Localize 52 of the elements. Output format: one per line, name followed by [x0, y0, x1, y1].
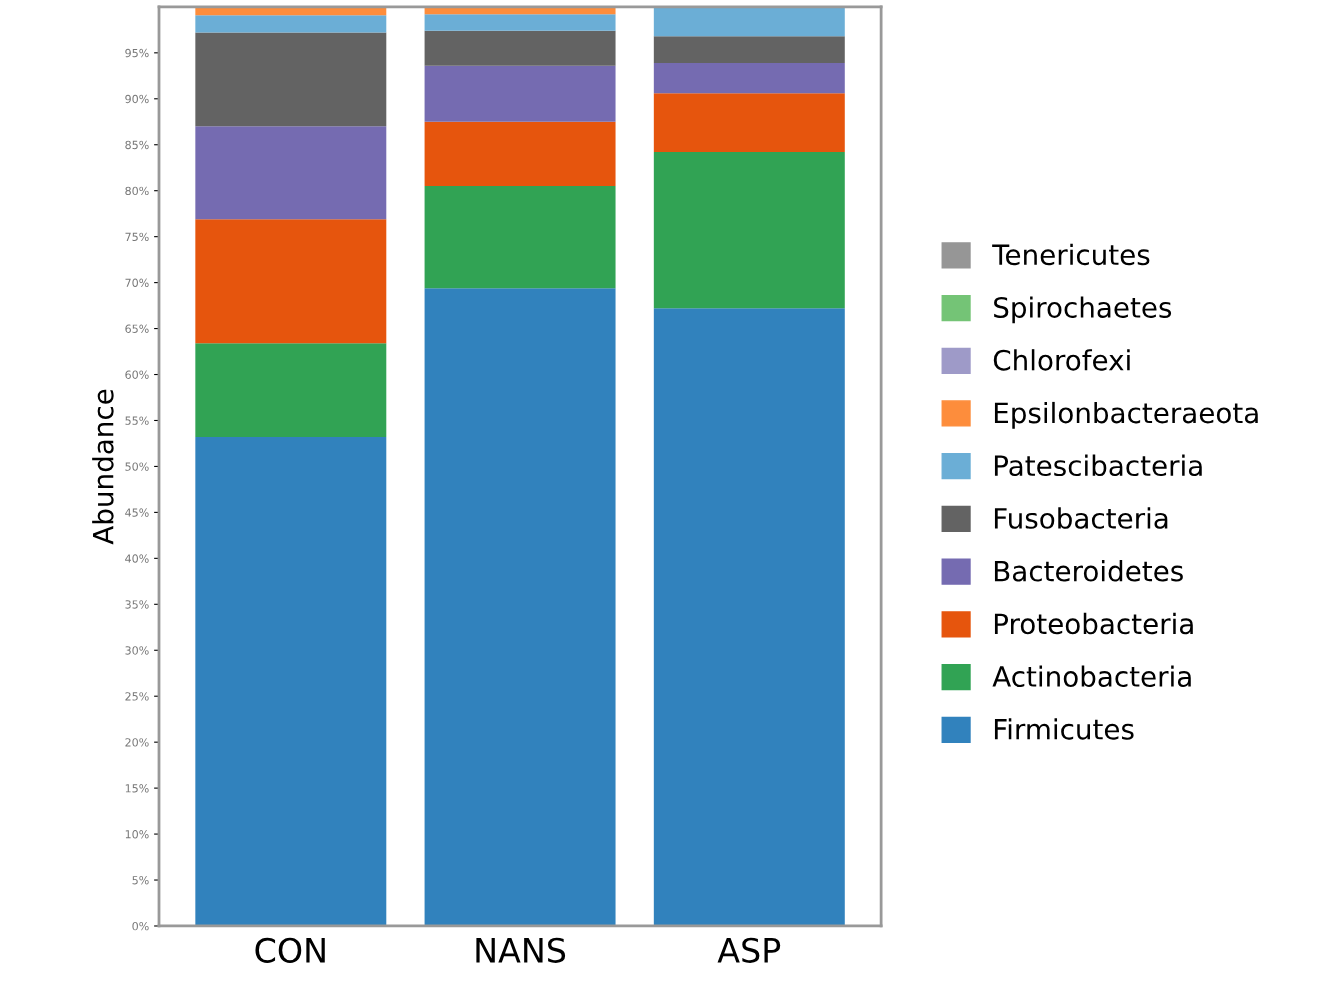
- y-tick-label: 20%: [125, 738, 149, 747]
- y-tick-label: 35%: [125, 600, 149, 609]
- bar: [424, 30, 616, 66]
- bar: [653, 36, 845, 63]
- legend-label: Patescibacteria: [994, 454, 1202, 477]
- y-tick-label: 25%: [125, 692, 149, 701]
- bar: [653, 93, 845, 153]
- y-axis-title: Abundance: [92, 389, 114, 545]
- y-tick-label: 0%: [132, 921, 149, 931]
- x-tick-label: CON: [255, 937, 325, 963]
- bar: [195, 343, 387, 438]
- x-tick-label: ASP: [717, 937, 781, 963]
- bar: [195, 126, 387, 220]
- y-tick-label: 5%: [132, 876, 149, 885]
- y-tick-label: 15%: [125, 784, 149, 793]
- bar: [653, 152, 845, 309]
- y-tick-label: 75%: [125, 232, 149, 242]
- legend-label: Spirochaetes: [994, 296, 1172, 324]
- y-tick-label: 50%: [125, 462, 149, 471]
- bar: [195, 32, 387, 127]
- y-tick-label: 55%: [125, 416, 149, 425]
- bar: [424, 14, 616, 31]
- bar: [195, 437, 387, 926]
- bar: [195, 219, 387, 344]
- bar: [424, 288, 616, 926]
- bar: [195, 15, 387, 33]
- legend-label: Chlorofexi: [993, 349, 1130, 371]
- legend-label: Fusobacteria: [994, 507, 1168, 529]
- y-tick-label: 70%: [125, 278, 149, 287]
- y-tick-label: 80%: [125, 186, 149, 196]
- legend-label: Actinobacteria: [992, 665, 1191, 688]
- x-tick-label: NANS: [476, 937, 566, 963]
- legend-label: Proteobacteria: [994, 612, 1193, 635]
- y-tick-label: 45%: [125, 508, 149, 517]
- y-tick-label: 85%: [125, 140, 149, 150]
- legend-label: Tenericutes: [992, 243, 1150, 266]
- legend-label: Firmicutes: [994, 718, 1134, 740]
- y-tick-label: 95%: [125, 48, 149, 58]
- y-tick-label: 30%: [125, 646, 149, 655]
- y-tick-label: 65%: [125, 324, 149, 333]
- y-tick-label: 40%: [125, 554, 149, 563]
- bar: [424, 65, 616, 122]
- y-tick-label: 10%: [125, 830, 149, 839]
- bar: [653, 308, 845, 926]
- y-tick-label: 60%: [125, 370, 149, 379]
- bar: [424, 121, 616, 187]
- bar: [653, 7, 845, 37]
- y-tick-label: 90%: [125, 94, 149, 104]
- legend-label: Bacteroidetes: [994, 560, 1183, 582]
- bar: [653, 62, 845, 94]
- legend-label: Epsilonbacteraeota: [994, 401, 1258, 429]
- bar: [424, 186, 616, 289]
